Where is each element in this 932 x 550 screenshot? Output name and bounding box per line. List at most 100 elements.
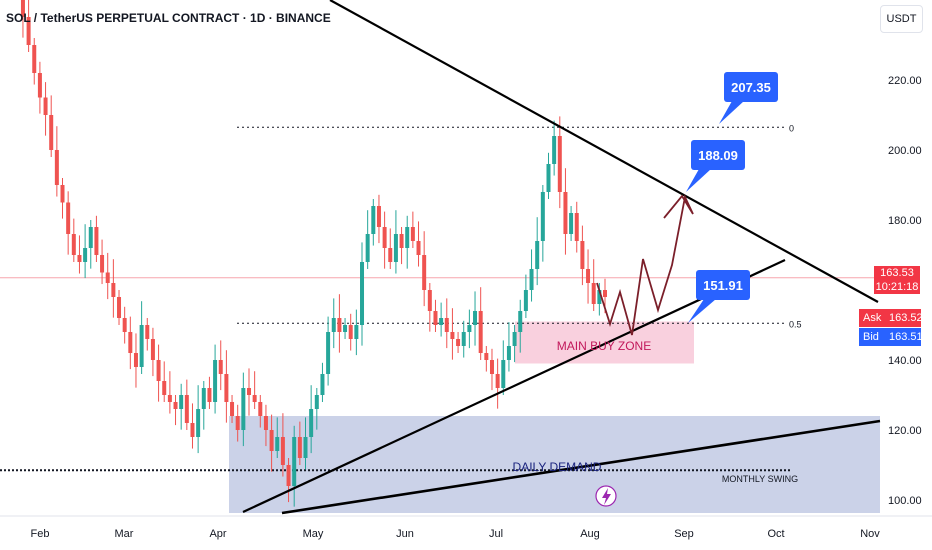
candle-body (439, 318, 444, 325)
x-tick-label: Jul (489, 528, 503, 540)
candle-body (286, 465, 291, 486)
candle-body (399, 234, 404, 248)
fib-level-0-label: 0 (789, 123, 794, 133)
last-price-tag: 163.53 (874, 266, 920, 280)
main-buy-zone (515, 321, 694, 364)
y-tick-label: 200.00 (888, 145, 922, 157)
candle-body (173, 402, 178, 409)
x-tick-label: Sep (674, 528, 694, 540)
y-tick-label: 220.00 (888, 75, 922, 87)
candle-body (162, 381, 167, 395)
candle-body (580, 241, 585, 269)
candle-body (100, 255, 105, 273)
candle-body (105, 272, 110, 283)
candle-body (416, 241, 421, 255)
candle-body (275, 437, 280, 451)
candle-body (128, 332, 133, 353)
candle-body (484, 353, 489, 360)
daily-demand-zone (229, 416, 880, 513)
candle-body (433, 311, 438, 325)
daily-demand-label: DAILY DEMAND (513, 460, 602, 474)
candle-body (444, 318, 449, 332)
y-tick-label: 120.00 (888, 425, 922, 437)
x-tick-label: Mar (115, 528, 134, 540)
monthly-swing-trendline (281, 419, 881, 515)
candle-body (145, 325, 150, 339)
candle-body (252, 395, 257, 402)
ask-value: 163.52 (885, 309, 923, 327)
descending-resistance-line (329, 0, 879, 303)
candle-body (71, 234, 76, 255)
candle-body (337, 318, 342, 332)
candle-body (117, 297, 122, 318)
candle-body (574, 213, 579, 241)
candle-body (461, 332, 466, 346)
x-tick-label: May (303, 528, 324, 540)
candle-body (43, 97, 48, 115)
candle-body (478, 311, 483, 353)
candle-body (489, 360, 494, 374)
candle-body (506, 346, 511, 360)
candle-body (348, 325, 353, 339)
x-tick-label: Jun (396, 528, 414, 540)
candle-body (88, 227, 93, 248)
main-buy-zone-label: MAIN BUY ZONE (557, 339, 651, 353)
candle-body (83, 248, 88, 262)
x-tick-label: Nov (860, 528, 880, 540)
x-tick-label: Apr (209, 528, 226, 540)
candle-body (94, 227, 99, 255)
candle-body (331, 318, 336, 332)
candle-body (309, 409, 314, 437)
candle-body (32, 45, 37, 73)
monthly-swing-label: MONTHLY SWING (722, 474, 798, 484)
candle-body (213, 360, 218, 402)
candle-body (77, 255, 82, 262)
candle-body (354, 325, 359, 339)
currency-selector-button[interactable]: USDT (880, 5, 923, 33)
ascending-support-line (242, 259, 786, 513)
x-tick-label: Feb (31, 528, 50, 540)
candle-body (190, 423, 195, 437)
candle-body (201, 388, 206, 409)
ask-label: Ask (859, 309, 885, 327)
candle-body (586, 269, 591, 283)
candle-body (297, 437, 302, 458)
candle-body (343, 325, 348, 332)
candle-body (365, 234, 370, 262)
candle-body (280, 437, 285, 465)
candle-body (179, 395, 184, 409)
candle-body (26, 17, 31, 45)
candle-body (37, 73, 42, 98)
callout-207-pointer (719, 101, 744, 124)
candle-body (569, 213, 574, 234)
y-tick-label: 140.00 (888, 355, 922, 367)
candle-body (410, 227, 415, 241)
candle-body (563, 192, 568, 234)
candle-body (246, 388, 251, 395)
candle-body (156, 360, 161, 381)
candle-body (495, 374, 500, 388)
candle-body (49, 115, 54, 150)
candle-body (196, 409, 201, 437)
candle-body (20, 0, 25, 17)
projection-path (596, 194, 694, 336)
candle-body (263, 416, 268, 430)
candle-body (552, 136, 557, 164)
candle-body (241, 388, 246, 430)
candle-body (371, 206, 376, 234)
candle-body (518, 311, 523, 332)
candle-body (139, 325, 144, 367)
candle-body (546, 164, 551, 192)
candle-body (60, 185, 65, 203)
candle-body (427, 290, 432, 311)
bar-countdown: 10:21:18 (874, 280, 920, 294)
candle-body (388, 248, 393, 262)
candle-body (184, 395, 189, 423)
bid-label: Bid (859, 328, 885, 346)
candle-body (540, 192, 545, 241)
candle-body (133, 353, 138, 367)
candle-body (405, 227, 410, 248)
candle-body (314, 395, 319, 409)
callout-151-pointer (688, 299, 716, 323)
